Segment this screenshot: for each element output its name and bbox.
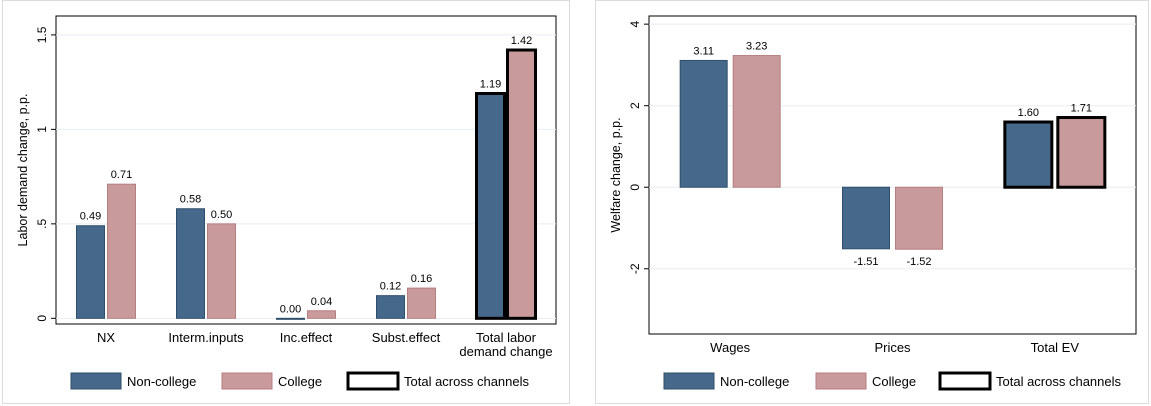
bar-noncollege-2 — [1003, 120, 1054, 189]
plot-area — [648, 15, 1137, 335]
bar-value-label: 0.50 — [211, 209, 232, 221]
bar-college-1 — [207, 223, 236, 319]
legend-label-total: Total across channels — [996, 374, 1122, 389]
x-tick-label: Wages — [710, 340, 750, 355]
bar-college-0 — [107, 183, 136, 319]
y-tick-label: 1.5 — [35, 26, 49, 43]
x-tick-label: Subst.effect — [372, 330, 441, 345]
plot-area — [55, 15, 557, 325]
bar-value-label: 0.00 — [280, 303, 301, 315]
bar-value-label: 1.60 — [1018, 107, 1039, 119]
bar-value-label: 1.71 — [1071, 103, 1092, 115]
bar-noncollege-1 — [842, 186, 890, 250]
y-tick-label: 2 — [628, 102, 642, 109]
legend-label-total: Total across channels — [404, 374, 530, 389]
x-tick-label: demand change — [459, 344, 552, 359]
bar-value-label: 0.71 — [111, 169, 132, 181]
bar-noncollege-0 — [679, 59, 728, 188]
bar-noncollege-3 — [376, 295, 405, 319]
bar-value-label: 0.12 — [380, 281, 401, 293]
y-axis-title: Labor demand change, p.p. — [16, 94, 30, 247]
bar-noncollege-2 — [276, 317, 305, 320]
bar-college-3 — [407, 287, 436, 319]
bar-college-2 — [307, 310, 336, 319]
legend-swatch-noncollege — [663, 372, 715, 390]
bar-value-label: 3.23 — [746, 41, 767, 53]
bar-college-1 — [895, 186, 943, 250]
bar-value-label: 3.11 — [693, 45, 714, 57]
bar-value-label: 1.42 — [511, 35, 532, 47]
x-tick-label: Prices — [874, 340, 911, 355]
legend-swatch-college — [221, 372, 273, 390]
bar-value-label: -1.51 — [853, 256, 878, 268]
bar-college-2 — [1056, 116, 1107, 189]
y-tick-label: 0 — [628, 184, 642, 191]
legend-label-noncollege: Non-college — [720, 374, 789, 389]
x-tick-label: Total EV — [1031, 340, 1080, 355]
bar-value-label: -1.52 — [906, 256, 931, 268]
bar-value-label: 1.19 — [480, 78, 501, 90]
y-axis-title: Welfare change, p.p. — [609, 117, 623, 232]
bar-value-label: 0.49 — [80, 211, 101, 223]
y-tick-label: 1 — [35, 126, 49, 133]
legend-swatch-total — [346, 371, 400, 391]
bar-college-4 — [506, 48, 537, 320]
legend-swatch-total — [938, 371, 992, 391]
x-tick-label: Total labor — [476, 330, 537, 345]
legend-swatch-college — [815, 372, 867, 390]
legend-swatch-noncollege — [70, 372, 122, 390]
x-tick-label: NX — [97, 330, 115, 345]
legend-label-college: College — [872, 374, 916, 389]
x-tick-label: Inc.effect — [280, 330, 333, 345]
bar-value-label: 0.58 — [180, 194, 201, 206]
y-tick-label: .5 — [35, 219, 49, 229]
x-tick-label: Interm.inputs — [168, 330, 244, 345]
legend-label-noncollege: Non-college — [127, 374, 196, 389]
legend-label-college: College — [278, 374, 322, 389]
bar-value-label: 0.04 — [311, 296, 332, 308]
bar-college-0 — [732, 55, 781, 188]
y-tick-label: -2 — [628, 263, 642, 274]
bar-noncollege-4 — [475, 91, 506, 320]
bar-noncollege-0 — [76, 225, 105, 319]
y-tick-label: 0 — [35, 315, 49, 322]
labor-demand-chart-panel: 0 .5 1 1.5 Labor demand change, p.p. 0.49 0.71… — [2, 0, 570, 404]
bar-noncollege-1 — [176, 208, 205, 319]
welfare-chart: -2 0 2 4 Welfare change, p.p. 3.11 3.23 Wages -1… — [609, 15, 1137, 391]
labor-demand-chart: 0 .5 1 1.5 Labor demand change, p.p. 0.49 0.71… — [16, 15, 557, 391]
welfare-chart-panel: -2 0 2 4 Welfare change, p.p. 3.11 3.23 Wages -1… — [595, 0, 1149, 404]
bar-value-label: 0.16 — [411, 273, 432, 285]
y-tick-label: 4 — [628, 20, 642, 27]
